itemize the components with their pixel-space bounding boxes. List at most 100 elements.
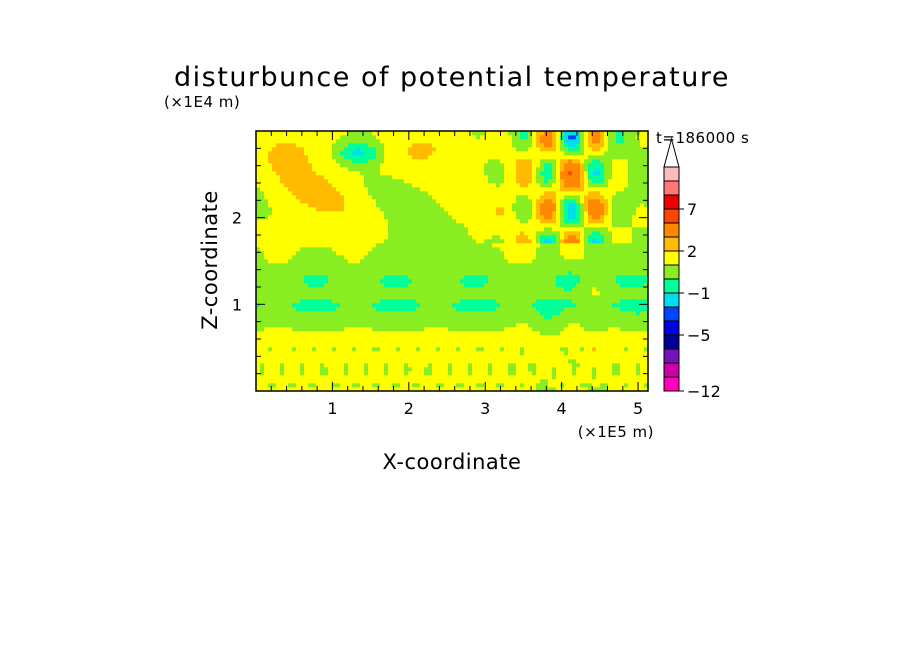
heatmap-cell <box>364 219 369 224</box>
heatmap-cell <box>532 271 537 276</box>
heatmap-cell <box>588 203 593 208</box>
heatmap-cell <box>604 247 609 252</box>
heatmap-cell <box>556 327 561 332</box>
heatmap-cell <box>488 191 493 196</box>
heatmap-cell <box>368 307 373 312</box>
heatmap-cell <box>540 251 545 256</box>
heatmap-cell <box>396 259 401 264</box>
heatmap-cell <box>300 375 305 380</box>
heatmap-cell <box>640 279 645 284</box>
heatmap-cell <box>556 299 561 304</box>
heatmap-cell <box>520 235 525 240</box>
heatmap-cell <box>516 339 521 344</box>
heatmap-cell <box>512 191 517 196</box>
heatmap-cell <box>412 387 417 392</box>
heatmap-cell <box>472 287 477 292</box>
heatmap-cell <box>628 343 633 348</box>
heatmap-cell <box>424 195 429 200</box>
heatmap-cell <box>572 211 577 216</box>
heatmap-cell <box>280 187 285 192</box>
heatmap-cell <box>600 275 605 280</box>
heatmap-cell <box>376 267 381 272</box>
heatmap-cell <box>424 351 429 356</box>
heatmap-cell <box>556 247 561 252</box>
heatmap-cell <box>536 203 541 208</box>
heatmap-cell <box>488 231 493 236</box>
heatmap-cell <box>272 231 277 236</box>
heatmap-cell <box>308 347 313 352</box>
heatmap-cell <box>420 339 425 344</box>
heatmap-cell <box>596 339 601 344</box>
heatmap-cell <box>456 191 461 196</box>
heatmap-cell <box>348 283 353 288</box>
heatmap-cell <box>596 247 601 252</box>
heatmap-cell <box>516 199 521 204</box>
heatmap-cell <box>604 315 609 320</box>
heatmap-cell <box>580 359 585 364</box>
heatmap-cell <box>384 271 389 276</box>
heatmap-cell <box>632 359 637 364</box>
heatmap-cell <box>460 251 465 256</box>
heatmap-cell <box>464 315 469 320</box>
heatmap-cell <box>540 223 545 228</box>
heatmap-cell <box>416 359 421 364</box>
heatmap-cell <box>416 291 421 296</box>
heatmap-cell <box>360 307 365 312</box>
heatmap-cell <box>516 235 521 240</box>
heatmap-cell <box>412 303 417 308</box>
heatmap-cell <box>388 271 393 276</box>
heatmap-cell <box>516 247 521 252</box>
heatmap-cell <box>496 207 501 212</box>
heatmap-cell <box>412 239 417 244</box>
heatmap-cell <box>456 271 461 276</box>
heatmap-cell <box>444 371 449 376</box>
heatmap-cell <box>376 315 381 320</box>
heatmap-cell <box>488 287 493 292</box>
heatmap-cell <box>480 331 485 336</box>
heatmap-cell <box>620 311 625 316</box>
heatmap-cell <box>268 267 273 272</box>
heatmap-cell <box>332 351 337 356</box>
heatmap-cell <box>524 323 529 328</box>
heatmap-cell <box>336 315 341 320</box>
heatmap-cell <box>336 263 341 268</box>
heatmap-cell <box>588 207 593 212</box>
heatmap-cell <box>360 287 365 292</box>
heatmap-cell <box>480 275 485 280</box>
heatmap-cell <box>540 299 545 304</box>
heatmap-cell <box>620 223 625 228</box>
heatmap-cell <box>376 375 381 380</box>
heatmap-cell <box>448 343 453 348</box>
heatmap-cell <box>260 255 265 260</box>
heatmap-cell <box>288 275 293 280</box>
heatmap-cell <box>536 299 541 304</box>
heatmap-cell <box>336 251 341 256</box>
heatmap-cell <box>628 231 633 236</box>
heatmap-cell <box>540 319 545 324</box>
heatmap-cell <box>388 315 393 320</box>
heatmap-cell <box>492 203 497 208</box>
heatmap-cell <box>312 307 317 312</box>
heatmap-cell <box>528 319 533 324</box>
heatmap-cell <box>560 275 565 280</box>
heatmap-cell <box>472 351 477 356</box>
heatmap-cell <box>620 323 625 328</box>
heatmap-cell <box>416 379 421 384</box>
heatmap-cell <box>292 327 297 332</box>
heatmap-cell <box>524 355 529 360</box>
heatmap-cell <box>312 255 317 260</box>
heatmap-cell <box>296 351 301 356</box>
heatmap-cell <box>568 323 573 328</box>
heatmap-cell <box>552 283 557 288</box>
heatmap-cell <box>332 239 337 244</box>
heatmap-cell <box>368 371 373 376</box>
heatmap-cell <box>384 339 389 344</box>
heatmap-cell <box>324 327 329 332</box>
heatmap-cell <box>528 355 533 360</box>
heatmap-cell <box>328 279 333 284</box>
heatmap-cell <box>336 343 341 348</box>
heatmap-cell <box>436 327 441 332</box>
heatmap-cell <box>620 247 625 252</box>
heatmap-cell <box>536 347 541 352</box>
heatmap-cell <box>376 347 381 352</box>
